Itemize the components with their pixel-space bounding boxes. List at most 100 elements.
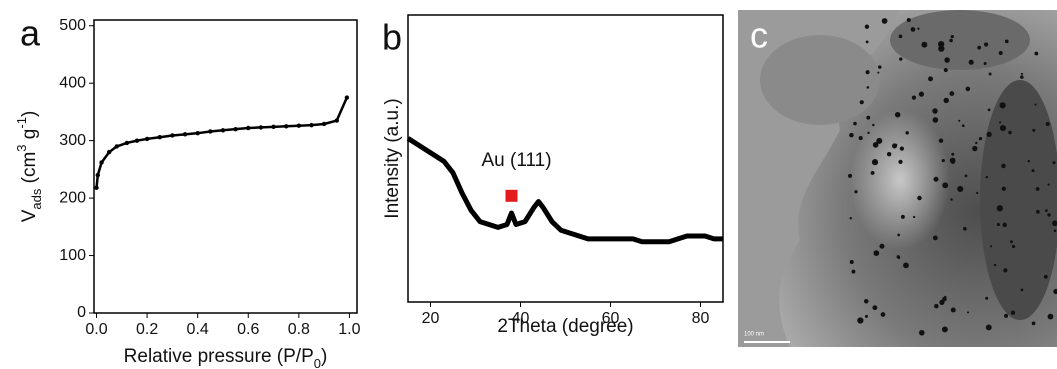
particle: [849, 260, 854, 265]
particle: [865, 40, 869, 44]
particle: [1035, 187, 1040, 191]
particle: [917, 27, 920, 30]
label-part: -1: [14, 117, 29, 129]
x-tick-label: 1.0: [338, 321, 360, 338]
particle: [985, 296, 989, 300]
particle: [950, 35, 954, 39]
y-tick-label: 200: [59, 189, 86, 206]
particle: [999, 125, 1006, 132]
label-part: ads: [29, 188, 44, 209]
particle: [1027, 160, 1031, 163]
particle: [1034, 103, 1037, 106]
particle: [1047, 183, 1050, 186]
data-line: [95, 97, 349, 188]
scale-bar-label: 100 nm: [744, 332, 764, 338]
particle: [1004, 39, 1009, 44]
particle: [976, 191, 979, 195]
data-point: [258, 125, 264, 130]
particle: [1020, 75, 1024, 79]
particle: [964, 174, 968, 178]
particle: [912, 215, 916, 219]
nanoparticles: [848, 18, 1057, 336]
particle: [1001, 186, 1006, 191]
particle: [965, 86, 971, 92]
particle: [866, 115, 871, 120]
particle: [1052, 161, 1056, 165]
x-tick-label: 60: [602, 310, 620, 327]
particle: [958, 119, 961, 122]
particle: [975, 141, 978, 145]
data-point: [157, 135, 162, 140]
label-part: ): [321, 346, 327, 367]
data-point: [233, 126, 238, 132]
label-part: 3: [14, 144, 29, 151]
particle: [895, 143, 898, 146]
particle: [906, 18, 911, 22]
plot-frame: [93, 19, 358, 314]
particle: [848, 173, 853, 178]
particle: [1053, 288, 1057, 295]
particle: [857, 317, 864, 324]
particle: [917, 195, 922, 201]
data-point: [271, 124, 276, 130]
particle: [932, 235, 938, 241]
x-tick-label: 0.4: [187, 321, 209, 338]
particle: [943, 97, 949, 104]
particle: [941, 326, 948, 333]
x-tick-label: 0.2: [136, 321, 158, 338]
particle: [870, 171, 875, 175]
particle: [977, 45, 982, 50]
tem-image: 100 nm c: [738, 10, 1057, 347]
particle: [1031, 169, 1035, 173]
particle: [863, 298, 869, 304]
particle: [864, 314, 869, 318]
particle: [939, 299, 945, 305]
particle: [899, 146, 905, 151]
particle: [1047, 313, 1054, 320]
panel-label: b: [382, 17, 402, 58]
x-tick-label: 80: [692, 310, 710, 327]
particle: [1032, 128, 1036, 132]
particle: [905, 131, 909, 135]
image-region: [980, 80, 1057, 320]
particle: [949, 38, 953, 43]
data-point: [99, 160, 104, 165]
particle: [873, 250, 880, 256]
data-point: [170, 133, 175, 138]
data-point: [283, 124, 289, 129]
particle: [950, 198, 953, 201]
data-point: [182, 132, 188, 137]
particle: [918, 91, 925, 97]
particle: [949, 91, 955, 96]
particle: [998, 121, 1002, 124]
particle: [988, 72, 992, 76]
x-tick-label: 0.6: [237, 321, 259, 338]
data-point: [208, 129, 213, 134]
particle: [943, 68, 948, 73]
data-point: [334, 118, 339, 123]
particle: [985, 324, 992, 331]
particle: [853, 121, 857, 126]
particle: [903, 262, 909, 269]
particle: [1045, 209, 1048, 212]
particle: [932, 117, 939, 123]
particle: [876, 137, 883, 144]
particle: [867, 131, 870, 135]
particle: [1004, 313, 1009, 318]
particle: [1045, 122, 1050, 126]
particle: [851, 269, 856, 274]
data-point: [220, 128, 226, 133]
particle: [1020, 288, 1024, 292]
particle: [944, 295, 947, 299]
panel-label: c: [750, 15, 768, 56]
particle: [963, 226, 967, 231]
y-axis-label: Intensity (a.u.): [382, 98, 403, 218]
particle: [1010, 310, 1016, 315]
data-point: [144, 136, 150, 142]
y-axis-label: Vads (cm3 g-1): [14, 111, 44, 223]
particle: [871, 159, 879, 166]
particle: [978, 136, 983, 141]
particle: [894, 111, 901, 118]
particle: [918, 329, 925, 336]
